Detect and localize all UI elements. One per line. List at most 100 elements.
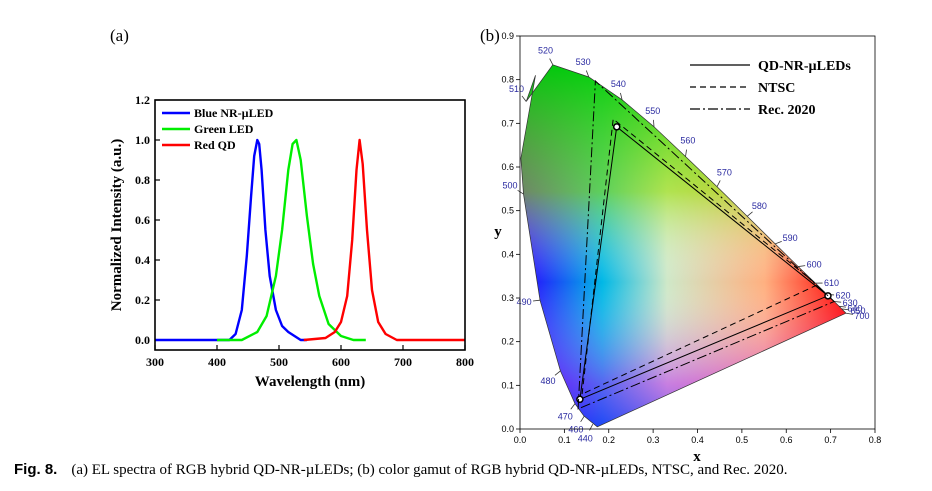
wavelength-tick — [798, 265, 806, 267]
gamut-triangle — [579, 125, 829, 401]
gamut-legend-label: NTSC — [758, 81, 795, 96]
wavelength-label: 700 — [854, 311, 869, 321]
spectra-y-tick-label: 0.0 — [135, 333, 150, 347]
figure-number: Fig. 8. — [14, 461, 58, 478]
gamut-legend-label: QD-NR-µLEDs — [758, 59, 851, 74]
gamut-x-tick-label: 0.6 — [780, 435, 793, 445]
spectra-y-tick-label: 0.8 — [135, 173, 150, 187]
spectra-legend: Blue NR-µLED Green LED Red QD — [162, 106, 274, 152]
gamut-x-tick-label: 0.5 — [736, 435, 749, 445]
gamut-y-tick-label: 0.2 — [501, 337, 514, 347]
spectra-y-tick-label: 0.6 — [135, 213, 150, 227]
gamut-x-tick-label: 0.1 — [558, 435, 571, 445]
gamut-x-axis-label: x — [693, 449, 701, 465]
wavelength-label: 530 — [576, 57, 591, 67]
gamut-y-tick-label: 0.1 — [501, 380, 514, 390]
wavelength-tick — [834, 301, 842, 303]
wavelength-label: 630 — [843, 298, 858, 308]
gamut-y-axis-label: y — [494, 224, 502, 240]
gamut-triangles — [576, 79, 836, 410]
gamut-y-tick-label: 0.6 — [501, 162, 514, 172]
gamut-vertex-marker — [576, 395, 584, 404]
wavelength-label: 650 — [850, 306, 865, 316]
wavelength-label: 580 — [752, 201, 767, 211]
spectra-x-axis-label: Wavelength (nm) — [255, 374, 365, 390]
spectra-x-tick-label: 700 — [394, 355, 412, 369]
gamut-y-tick-label: 0.7 — [501, 118, 514, 128]
figure-caption: Fig. 8. (a) EL spectra of RGB hybrid QD-N… — [14, 461, 924, 479]
wavelength-label: 540 — [611, 79, 626, 89]
wavelength-label: 590 — [783, 233, 798, 243]
wavelength-tick — [775, 241, 782, 245]
spectra-x-tick-label: 300 — [146, 355, 164, 369]
gamut-axes: 0.0 0.1 0.2 0.3 0.4 0.5 0.6 0.7 0.8 0.0 0.1 0.2 0.3 0… — [501, 31, 881, 445]
spectra-legend-label: Green LED — [194, 122, 254, 136]
gamut-triangle — [577, 79, 836, 410]
spectra-x-tick-label: 600 — [332, 355, 350, 369]
panel-a-label: (a) — [110, 26, 129, 45]
gamut-x-tick-label: 0.7 — [824, 435, 837, 445]
spectra-axes: 300 400 500 600 700 800 0.0 0.2 0.4 0.6 0.8 1.0 1.2 — [135, 93, 474, 369]
wavelength-label: 460 — [568, 424, 583, 434]
wavelength-label: 480 — [540, 376, 555, 386]
gamut-y-tick-label: 0.9 — [501, 31, 514, 41]
wavelength-label: 610 — [824, 278, 839, 288]
wavelength-tick — [839, 305, 847, 308]
wavelength-tick — [842, 308, 850, 311]
wavelength-tick — [620, 92, 623, 100]
wavelength-tick — [716, 180, 721, 187]
wavelength-label: 470 — [558, 411, 573, 421]
wavelength-tick — [517, 189, 524, 195]
wavelength-label: 500 — [503, 180, 518, 190]
wavelength-tick — [685, 149, 687, 157]
wavelength-tick — [846, 312, 854, 315]
panel-b-label: (b) — [480, 26, 500, 45]
spectra-legend-label: Red QD — [194, 138, 236, 152]
spectra-x-tick-label: 500 — [270, 355, 288, 369]
wavelength-label: 510 — [509, 84, 524, 94]
wavelength-tick — [570, 403, 576, 410]
wavelength-label: 640 — [847, 303, 862, 313]
spectra-y-axis-label: Normalized Intensity (a.u.) — [109, 139, 125, 312]
wavelength-label: 550 — [645, 106, 660, 116]
wavelength-label: 560 — [680, 136, 695, 146]
wavelength-label: 620 — [836, 290, 851, 300]
spectra-x-tick-label: 800 — [456, 355, 474, 369]
spectra-lines — [155, 138, 465, 342]
gamut-y-tick-label: 0.4 — [501, 249, 514, 259]
spectra-legend-label: Blue NR-µLED — [194, 106, 274, 120]
gamut-x-tick-label: 0.3 — [647, 435, 660, 445]
gamut-y-tick-label: 0.3 — [501, 293, 514, 303]
spectrum-line — [217, 138, 366, 342]
wavelength-tick — [521, 95, 527, 102]
gamut-vertex-marker — [612, 123, 621, 131]
gamut-y-tick-label: 0.5 — [501, 206, 514, 216]
wavelength-tick — [585, 70, 590, 78]
spectra-y-tick-label: 1.2 — [135, 93, 150, 107]
chromaticity-locus-shading — [520, 64, 846, 427]
wavelength-tick — [532, 299, 541, 302]
caption-text: (a) EL spectra of RGB hybrid QD-NR-µLEDs… — [71, 462, 788, 478]
gamut-x-tick-label: 0.0 — [514, 435, 527, 445]
wavelength-label: 600 — [807, 259, 822, 269]
wavelength-tick — [554, 370, 561, 376]
spectra-y-tick-label: 0.4 — [135, 253, 150, 267]
wavelength-tick — [549, 58, 554, 66]
spectrum-line — [303, 138, 465, 342]
wavelength-tick — [746, 211, 753, 217]
gamut-y-tick-label: 0.0 — [501, 424, 514, 434]
wavelength-tick — [589, 424, 594, 431]
spectrum-line — [155, 138, 307, 342]
wavelength-label: 440 — [578, 433, 593, 443]
gamut-y-tick-label: 0.8 — [501, 75, 514, 85]
gamut-x-tick-label: 0.8 — [869, 435, 882, 445]
gamut-x-tick-label: 0.2 — [602, 435, 615, 445]
spectra-x-tick-label: 400 — [208, 355, 226, 369]
gamut-legend: QD-NR-µLEDs NTSC Rec. 2020 — [690, 59, 851, 118]
wavelength-label: 520 — [538, 46, 553, 56]
wavelength-label: 490 — [517, 297, 532, 307]
wavelength-tick — [653, 119, 655, 127]
gamut-x-tick-label: 0.4 — [691, 435, 704, 445]
